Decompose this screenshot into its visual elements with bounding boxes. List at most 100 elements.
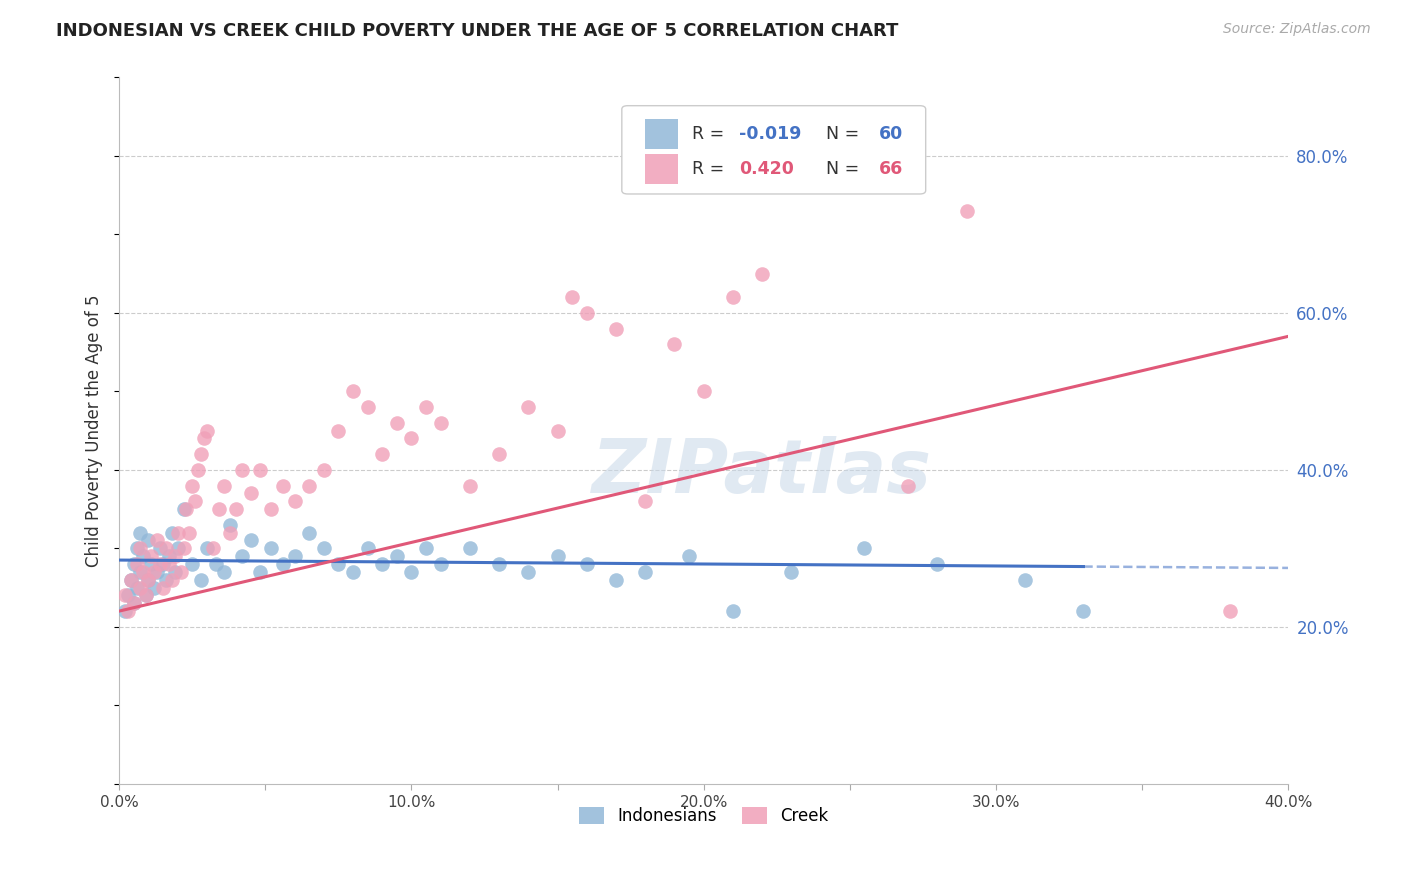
Point	[1073, 604, 1095, 618]
Point	[166, 541, 188, 556]
Text: 0.420: 0.420	[738, 161, 793, 178]
Point	[239, 533, 262, 548]
Point	[853, 541, 876, 556]
Point	[128, 565, 150, 579]
Point	[143, 565, 166, 579]
Point	[547, 549, 569, 563]
Point	[190, 573, 212, 587]
Text: 60: 60	[879, 125, 903, 143]
Point	[195, 424, 218, 438]
Point	[125, 557, 148, 571]
Point	[122, 596, 145, 610]
Point	[128, 525, 150, 540]
Point	[271, 478, 294, 492]
Point	[328, 424, 350, 438]
Point	[149, 557, 172, 571]
Point	[204, 557, 226, 571]
Point	[219, 517, 242, 532]
Point	[163, 549, 186, 563]
Text: R =: R =	[692, 161, 730, 178]
Point	[155, 541, 177, 556]
Point	[141, 557, 163, 571]
Point	[517, 565, 540, 579]
Text: INDONESIAN VS CREEK CHILD POVERTY UNDER THE AGE OF 5 CORRELATION CHART: INDONESIAN VS CREEK CHILD POVERTY UNDER …	[56, 22, 898, 40]
Point	[312, 463, 335, 477]
Point	[152, 581, 174, 595]
Point	[721, 290, 744, 304]
Point	[179, 525, 201, 540]
Point	[184, 494, 207, 508]
Point	[678, 549, 700, 563]
Point	[575, 306, 598, 320]
Point	[122, 557, 145, 571]
Point	[664, 337, 686, 351]
Point	[135, 588, 157, 602]
Legend: Indonesians, Creek: Indonesians, Creek	[579, 806, 828, 825]
Point	[181, 557, 204, 571]
Point	[401, 565, 423, 579]
Point	[125, 541, 148, 556]
Point	[260, 541, 283, 556]
Point	[342, 384, 364, 399]
Point	[312, 541, 335, 556]
Bar	[645, 120, 678, 149]
Point	[173, 502, 195, 516]
Point	[122, 596, 145, 610]
Point	[120, 573, 142, 587]
Point	[160, 525, 183, 540]
Point	[231, 549, 253, 563]
Point	[128, 541, 150, 556]
Point	[488, 557, 510, 571]
Point	[214, 565, 236, 579]
Point	[187, 463, 209, 477]
Point	[458, 478, 481, 492]
Point	[517, 400, 540, 414]
Point	[173, 541, 195, 556]
Point	[634, 494, 657, 508]
Point	[152, 557, 174, 571]
Text: N =: N =	[814, 161, 865, 178]
Point	[157, 557, 180, 571]
Point	[271, 557, 294, 571]
Point	[415, 541, 437, 556]
Point	[138, 573, 160, 587]
Point	[195, 541, 218, 556]
Point	[284, 549, 307, 563]
Point	[120, 573, 142, 587]
Point	[163, 565, 186, 579]
Point	[780, 565, 803, 579]
Point	[131, 565, 153, 579]
Point	[415, 400, 437, 414]
Point	[927, 557, 949, 571]
Point	[249, 463, 271, 477]
Text: Source: ZipAtlas.com: Source: ZipAtlas.com	[1223, 22, 1371, 37]
Point	[634, 565, 657, 579]
Point	[897, 478, 920, 492]
Point	[239, 486, 262, 500]
Point	[201, 541, 224, 556]
Text: -0.019: -0.019	[738, 125, 801, 143]
Point	[429, 557, 451, 571]
Point	[169, 565, 191, 579]
Point	[328, 557, 350, 571]
Point	[190, 447, 212, 461]
Point	[605, 573, 627, 587]
Point	[231, 463, 253, 477]
Point	[575, 557, 598, 571]
Point	[166, 525, 188, 540]
Point	[155, 573, 177, 587]
Point	[135, 588, 157, 602]
Point	[249, 565, 271, 579]
Point	[356, 400, 378, 414]
Point	[298, 478, 321, 492]
Point	[146, 565, 169, 579]
Point	[157, 549, 180, 563]
Point	[561, 290, 583, 304]
Point	[117, 604, 139, 618]
Point	[751, 267, 773, 281]
Point	[207, 502, 229, 516]
Point	[721, 604, 744, 618]
Point	[128, 581, 150, 595]
Point	[114, 588, 136, 602]
Point	[298, 525, 321, 540]
